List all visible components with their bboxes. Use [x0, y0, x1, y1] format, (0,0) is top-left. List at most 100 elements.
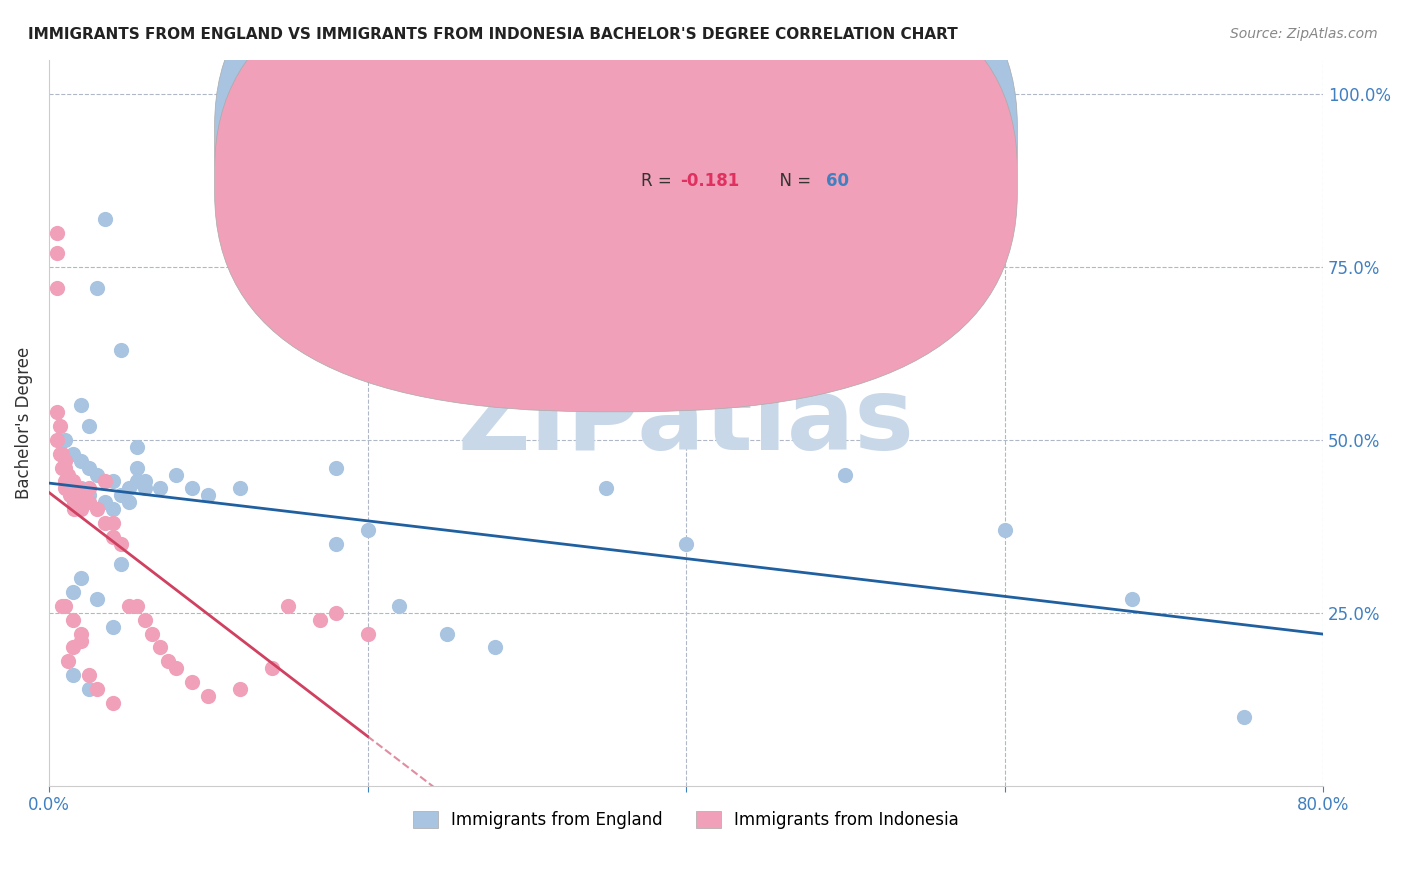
Point: [834, 467, 856, 482]
Point: [77, 681, 100, 696]
Point: [77, 488, 100, 502]
Point: [86, 592, 108, 607]
Point: [149, 640, 172, 655]
Point: [63, 495, 86, 509]
Point: [56, 467, 79, 482]
Point: [125, 460, 148, 475]
Point: [157, 654, 180, 668]
Point: [436, 626, 458, 640]
FancyBboxPatch shape: [571, 107, 941, 227]
Point: [77, 482, 100, 496]
Point: [994, 523, 1017, 537]
Point: [101, 516, 124, 530]
Text: R =: R =: [641, 172, 683, 190]
Point: [484, 640, 506, 655]
Point: [62, 475, 84, 489]
Point: [69, 633, 91, 648]
Point: [86, 502, 108, 516]
Point: [277, 599, 299, 613]
Point: [45, 433, 67, 447]
Point: [595, 482, 617, 496]
Point: [45, 281, 67, 295]
Point: [53, 460, 76, 475]
Point: [53, 433, 76, 447]
Text: ZIPatlas: ZIPatlas: [457, 374, 914, 471]
Text: IMMIGRANTS FROM ENGLAND VS IMMIGRANTS FROM INDONESIA BACHELOR'S DEGREE CORRELATI: IMMIGRANTS FROM ENGLAND VS IMMIGRANTS FR…: [28, 27, 957, 42]
Text: N =: N =: [769, 172, 817, 190]
Point: [325, 606, 347, 620]
Point: [93, 475, 115, 489]
Point: [181, 482, 204, 496]
Text: -0.088: -0.088: [679, 128, 740, 146]
Point: [229, 482, 252, 496]
Point: [110, 488, 132, 502]
Point: [62, 488, 84, 502]
Point: [165, 661, 187, 675]
Point: [49, 419, 72, 434]
Point: [69, 488, 91, 502]
Point: [51, 447, 73, 461]
Point: [101, 530, 124, 544]
Point: [229, 681, 252, 696]
Point: [93, 516, 115, 530]
Point: [56, 475, 79, 489]
Point: [53, 475, 76, 489]
Point: [69, 398, 91, 412]
Point: [77, 419, 100, 434]
Point: [69, 502, 91, 516]
Point: [53, 454, 76, 468]
Point: [308, 613, 330, 627]
Point: [77, 460, 100, 475]
Point: [101, 620, 124, 634]
Point: [62, 585, 84, 599]
Point: [45, 226, 67, 240]
Point: [69, 626, 91, 640]
Point: [325, 537, 347, 551]
Point: [101, 502, 124, 516]
Point: [69, 482, 91, 496]
Point: [125, 440, 148, 454]
Point: [86, 467, 108, 482]
Point: [53, 599, 76, 613]
Point: [59, 488, 82, 502]
Point: [69, 454, 91, 468]
Point: [134, 482, 156, 496]
Point: [45, 246, 67, 260]
Point: [125, 599, 148, 613]
Point: [197, 689, 219, 703]
Point: [93, 211, 115, 226]
Legend: Immigrants from England, Immigrants from Indonesia: Immigrants from England, Immigrants from…: [406, 804, 966, 836]
Point: [77, 668, 100, 682]
Point: [86, 281, 108, 295]
Point: [110, 537, 132, 551]
Point: [117, 482, 139, 496]
Point: [49, 447, 72, 461]
Point: [141, 626, 163, 640]
Point: [134, 613, 156, 627]
Text: R =: R =: [641, 128, 678, 146]
Point: [62, 482, 84, 496]
Point: [63, 502, 86, 516]
Point: [117, 495, 139, 509]
Point: [125, 475, 148, 489]
Point: [86, 681, 108, 696]
Point: [134, 475, 156, 489]
Point: [388, 599, 411, 613]
Point: [1232, 709, 1254, 723]
Point: [260, 661, 283, 675]
Point: [62, 640, 84, 655]
Point: [77, 495, 100, 509]
Point: [197, 488, 219, 502]
FancyBboxPatch shape: [215, 0, 1018, 412]
Point: [69, 495, 91, 509]
Point: [181, 675, 204, 690]
Point: [110, 343, 132, 357]
FancyBboxPatch shape: [215, 0, 1018, 368]
Point: [1121, 592, 1143, 607]
Point: [165, 467, 187, 482]
Point: [62, 613, 84, 627]
Point: [149, 482, 172, 496]
Point: [93, 495, 115, 509]
Text: 47: 47: [827, 128, 849, 146]
Point: [51, 460, 73, 475]
